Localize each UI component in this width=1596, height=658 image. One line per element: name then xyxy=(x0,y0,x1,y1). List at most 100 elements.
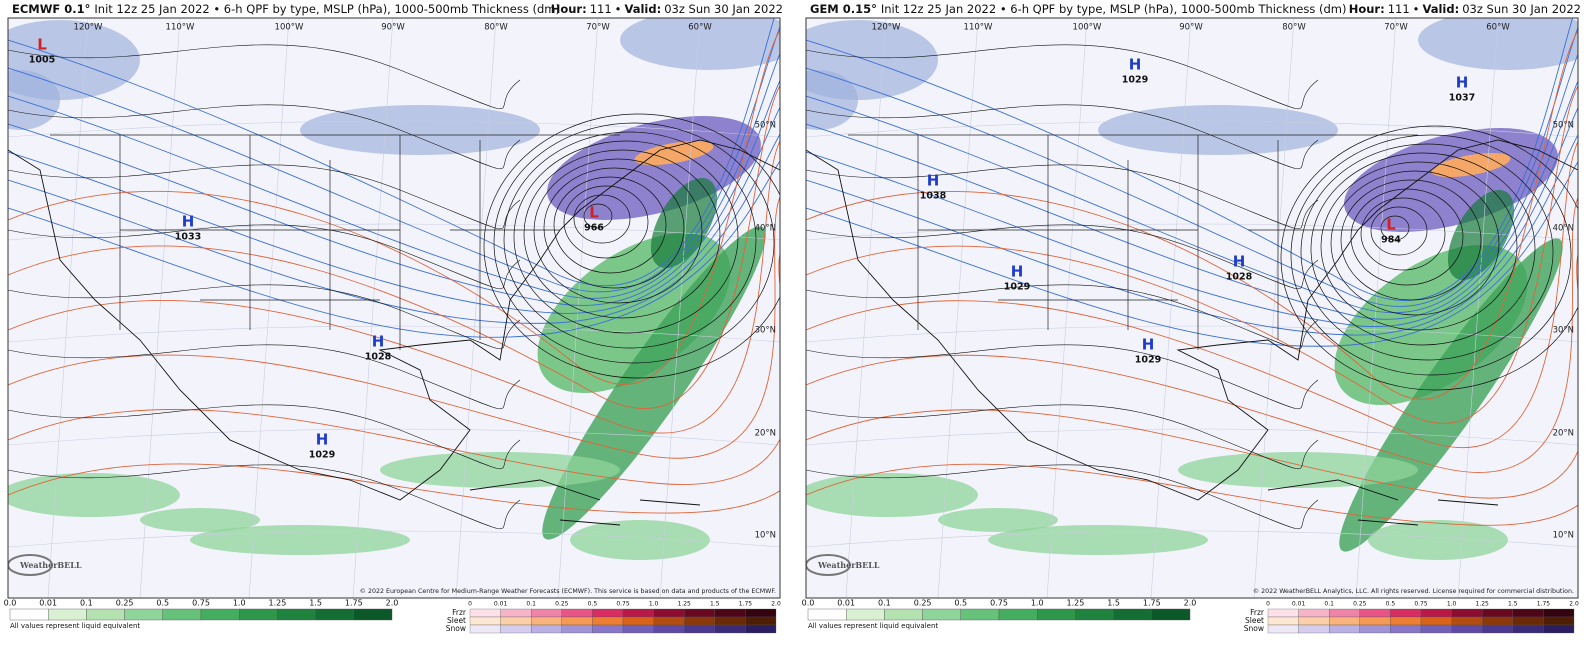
logo-mark xyxy=(8,554,53,576)
valid-label: Valid: xyxy=(624,2,661,16)
isobar xyxy=(1380,215,1410,241)
isobar xyxy=(1340,179,1482,301)
qpf-swatch xyxy=(1036,608,1076,621)
isobar xyxy=(806,344,1319,410)
pressure-center-type: H xyxy=(927,172,940,190)
qpf-scale-label: 0.5 xyxy=(954,599,967,608)
longitude-label: 60°W xyxy=(688,23,712,33)
ptype-scale-label: 1.25 xyxy=(1476,601,1490,608)
ptype-swatch xyxy=(500,624,532,634)
model-panel: ECMWF 0.1° Init 12z 25 Jan 2022 • 6-h QPF… xyxy=(4,2,783,634)
ptype-swatch xyxy=(684,624,715,634)
meridian xyxy=(845,18,887,598)
isobar xyxy=(503,131,757,349)
ptype-scale-label: 0.25 xyxy=(555,601,569,608)
pressure-center-value: 984 xyxy=(1381,235,1401,246)
ptype-swatch xyxy=(1512,616,1544,626)
rain-area xyxy=(1368,520,1508,560)
isobar xyxy=(8,404,521,470)
isobar xyxy=(1360,197,1446,271)
thickness-warm xyxy=(8,463,780,514)
pressure-center-type: H xyxy=(1456,74,1469,92)
qpf-scale-label: 1.5 xyxy=(1107,599,1120,608)
snow-area xyxy=(620,18,780,70)
qpf-swatch xyxy=(238,608,278,621)
parallel xyxy=(806,428,1578,446)
ptype-scale-label: 2.0 xyxy=(1569,601,1579,608)
longitude-label: 80°W xyxy=(484,23,508,33)
thickness-warm xyxy=(8,84,780,409)
longitude-label: 80°W xyxy=(1282,23,1306,33)
latitude-label: 30°N xyxy=(1553,326,1574,336)
rain-area xyxy=(938,508,1058,532)
ptype-swatch xyxy=(1420,616,1452,626)
ptype-scale-label: 0.1 xyxy=(526,601,536,608)
qpf-scale-label: 0.1 xyxy=(878,599,891,608)
valid-value: 03z Sun 30 Jan 2022 xyxy=(1462,2,1581,16)
ptype-swatch xyxy=(1359,616,1391,626)
panel-header: GEM 0.15° Init 12z 25 Jan 2022 • 6-h QPF … xyxy=(810,2,1346,16)
ptype-label: Snow xyxy=(446,624,466,633)
qpf-scale-label: 0.0 xyxy=(802,599,815,608)
isobar xyxy=(533,158,703,304)
ptype-swatch xyxy=(561,624,593,634)
ptype-swatch xyxy=(1420,608,1452,618)
ptype-swatch xyxy=(1390,616,1422,626)
pressure-center-type: H xyxy=(1011,263,1024,281)
isobar xyxy=(8,104,521,170)
pressure-center-type: L xyxy=(1386,216,1396,234)
parallel xyxy=(8,428,780,446)
meridian xyxy=(1150,18,1192,598)
ptype-scale-label: 0.25 xyxy=(1353,601,1367,608)
ptype-label: Frzr xyxy=(452,608,467,617)
ptype-swatch xyxy=(745,624,777,634)
pressure-center-value: 1037 xyxy=(1449,93,1475,104)
ptype-swatch xyxy=(561,608,593,618)
snow-area xyxy=(1098,105,1338,155)
isobar xyxy=(513,140,739,334)
latitude-label: 50°N xyxy=(755,121,776,131)
isobar xyxy=(1300,143,1554,361)
rain-area xyxy=(190,525,410,555)
pressure-center-type: H xyxy=(1142,336,1155,354)
isobar xyxy=(8,224,521,290)
ptype-scale-label: 0.5 xyxy=(588,601,598,608)
ptype-scale-label: 1.25 xyxy=(678,601,692,608)
thickness-cold xyxy=(8,106,780,314)
longitude-label: 70°W xyxy=(586,23,610,33)
isobar xyxy=(1320,161,1518,331)
panel-header: ECMWF 0.1° Init 12z 25 Jan 2022 • 6-h QPF… xyxy=(12,2,560,16)
meridian xyxy=(1457,18,1499,598)
pressure-center-type: L xyxy=(37,36,47,54)
qpf-swatch xyxy=(1113,608,1153,621)
logo: WeatherBELL xyxy=(817,560,880,570)
valid-header: Hour: 111 • Valid: 03z Sun 30 Jan 2022 xyxy=(551,2,783,16)
qpf-swatch xyxy=(922,608,961,621)
isobar xyxy=(1280,125,1578,391)
pressure-center-value: 1005 xyxy=(29,55,55,66)
ptype-swatch xyxy=(592,616,624,626)
thickness-cold xyxy=(8,18,775,287)
logo-mark xyxy=(806,554,851,576)
meridian xyxy=(659,18,701,598)
meridian xyxy=(1046,18,1088,598)
model-panel: GEM 0.15° Init 12z 25 Jan 2022 • 6-h QPF … xyxy=(802,2,1581,634)
ptype-swatch xyxy=(531,616,562,626)
qpf-swatch xyxy=(315,608,355,621)
rain-area xyxy=(8,473,180,517)
ptype-swatch xyxy=(1329,608,1360,618)
separator: • xyxy=(615,2,622,16)
ptype-swatch xyxy=(1451,608,1483,618)
copyright: © 2022 European Centre for Medium-Range … xyxy=(360,587,776,595)
meridian xyxy=(47,18,89,598)
ptype-swatch xyxy=(469,608,501,618)
ptype-label: Frzr xyxy=(1250,608,1265,617)
copyright: © 2022 WeatherBELL Analytics, LLC. All r… xyxy=(1253,587,1574,595)
ptype-swatch xyxy=(1451,624,1483,634)
qpf-swatch xyxy=(884,608,923,621)
ptype-swatch xyxy=(622,616,654,626)
thickness-warm xyxy=(8,139,780,434)
isobar xyxy=(493,122,775,364)
longitude-label: 120°W xyxy=(872,23,901,33)
